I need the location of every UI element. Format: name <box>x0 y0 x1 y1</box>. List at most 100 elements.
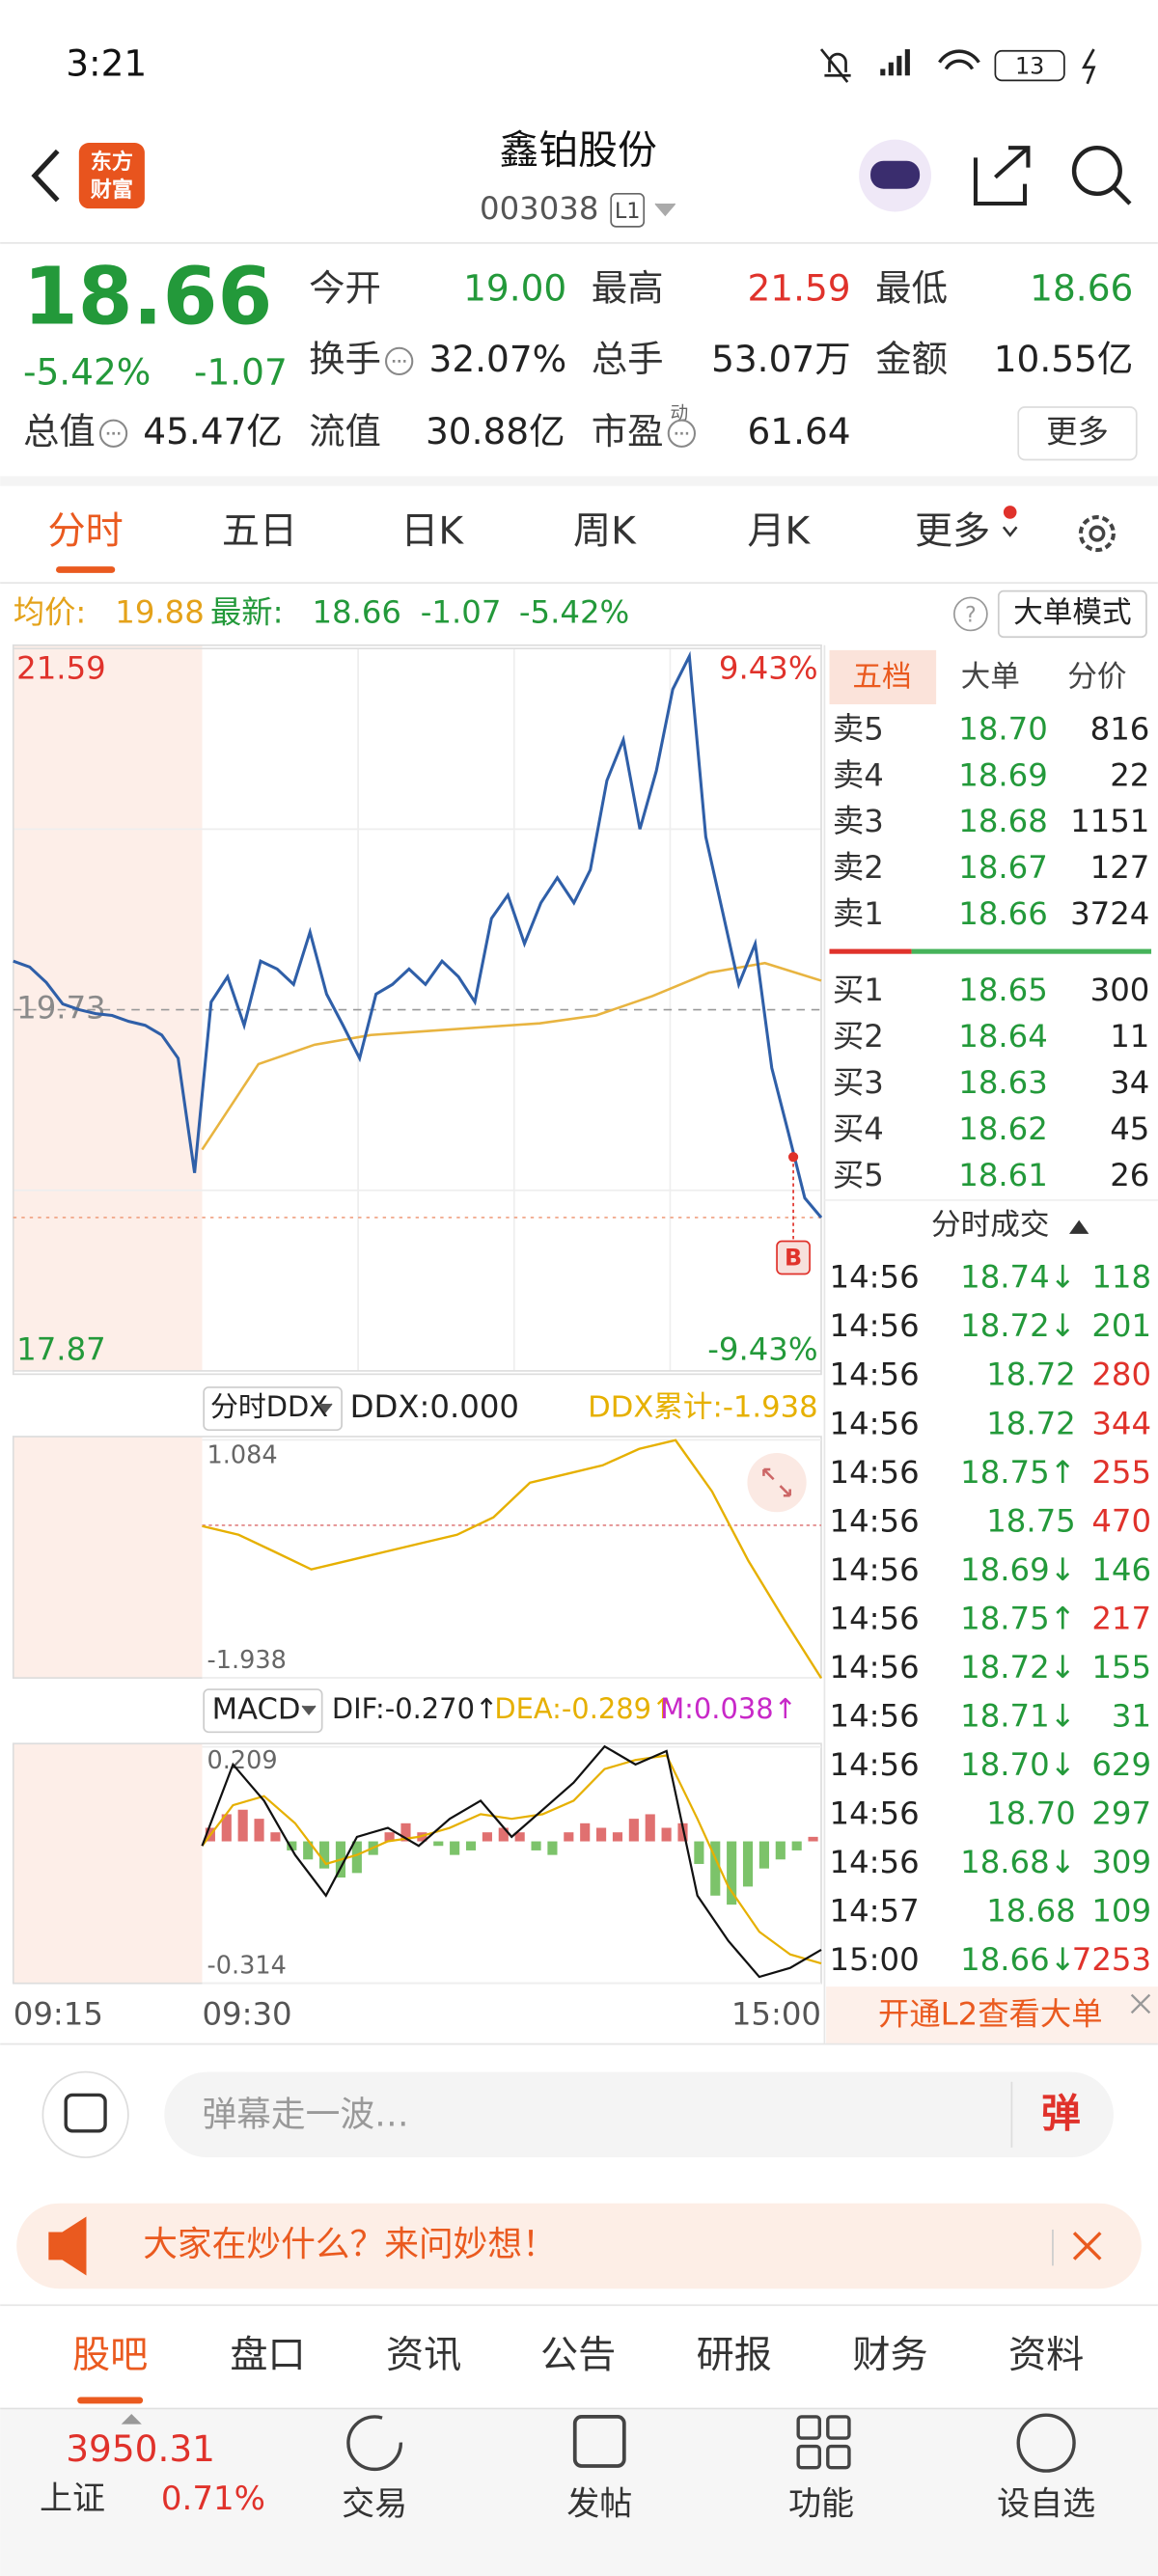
info-icon <box>667 419 696 448</box>
price-line <box>13 650 823 1219</box>
trade-price: 18.68 <box>986 1893 1076 1930</box>
section-tab[interactable]: 资讯 <box>386 2334 461 2377</box>
macd-bar <box>580 1822 591 1842</box>
macd-bar <box>498 1827 509 1842</box>
settings-button[interactable] <box>1078 515 1116 553</box>
trade-volume: 146 <box>1091 1551 1151 1588</box>
expand-button[interactable] <box>747 1453 807 1513</box>
quote-value: 19.00 <box>463 267 566 310</box>
trade-volume: 155 <box>1091 1649 1151 1685</box>
trade-price: 18.75↑ <box>960 1454 1076 1491</box>
macd-bar <box>742 1841 754 1887</box>
macd-m: M:0.038↑ <box>660 1692 797 1725</box>
trade-price: 18.72↓ <box>960 1307 1076 1344</box>
macd-dea: DEA:-0.289↑ <box>494 1692 675 1725</box>
order-label: 买1 <box>833 972 884 1008</box>
order-label: 卖1 <box>833 895 884 932</box>
order-label: 买4 <box>833 1110 884 1147</box>
signal-bar <box>888 62 894 76</box>
macd-bar <box>661 1827 672 1842</box>
book-split-green <box>911 948 1152 954</box>
order-tab[interactable]: 大单 <box>961 660 1020 694</box>
l2-bar-text[interactable]: 开通L2查看大单 <box>878 1996 1103 2033</box>
time-label: 15:00 <box>731 1996 821 2033</box>
trade-time: 14:56 <box>830 1698 920 1735</box>
nav-item[interactable]: 发帖 <box>566 2484 632 2523</box>
section-tab[interactable]: 研报 <box>697 2334 772 2377</box>
chart-tab[interactable]: 分时 <box>48 510 124 554</box>
macd-bar <box>547 1841 558 1855</box>
chart-tab[interactable]: 五日 <box>222 510 297 554</box>
trade-time: 14:56 <box>830 1551 920 1588</box>
chart-tab[interactable]: 月K <box>747 510 811 554</box>
mute-icon <box>819 48 851 83</box>
latest-label: 最新: <box>210 593 284 630</box>
section-tab[interactable]: 财务 <box>852 2334 927 2377</box>
macd-bar <box>465 1841 477 1850</box>
trade-price: 18.72 <box>986 1405 1076 1441</box>
latest-pct: -5.42% <box>519 593 629 630</box>
trade-time: 14:56 <box>830 1502 920 1539</box>
macd-bar <box>351 1841 362 1874</box>
chart-tab[interactable]: 日K <box>400 510 464 554</box>
banner-text[interactable]: 大家在炒什么？来问妙想！ <box>143 2225 557 2264</box>
section-tab[interactable]: 公告 <box>540 2334 616 2377</box>
macd-dif: DIF:-0.270↑ <box>332 1692 498 1725</box>
more-button <box>1017 406 1138 461</box>
quote-label: 市盈 <box>592 410 664 452</box>
last-price: 18.66 <box>23 252 272 343</box>
ddx-selector-text[interactable]: 分时DDX <box>210 1390 328 1423</box>
order-tab[interactable]: 五档 <box>852 660 911 694</box>
order-label: 卖2 <box>833 849 884 886</box>
search-handle <box>1112 185 1132 206</box>
help-icon <box>952 596 988 632</box>
pre-market-shade <box>13 644 203 1371</box>
nav-item[interactable]: 功能 <box>788 2484 854 2523</box>
chart-tab[interactable]: 周K <box>573 510 637 554</box>
section-tab[interactable]: 资料 <box>1008 2334 1084 2377</box>
macd-bar <box>303 1841 314 1860</box>
macd-bar <box>727 1841 737 1905</box>
time-label: 09:15 <box>14 1996 103 2033</box>
quote-value: 45.47亿 <box>143 410 283 452</box>
section-gap <box>0 476 1158 486</box>
order-price: 18.66 <box>958 895 1048 932</box>
mode-button-text[interactable]: 大单模式 <box>1013 596 1132 630</box>
nav-item[interactable]: 交易 <box>342 2484 407 2523</box>
search-button[interactable] <box>1071 145 1122 197</box>
nav-icon <box>826 2444 851 2470</box>
book-split-red <box>829 948 912 954</box>
order-volume: 1151 <box>1070 803 1149 839</box>
more-button-text[interactable]: 更多 <box>1046 413 1109 450</box>
tab-underline <box>56 566 116 573</box>
status-time: 3:21 <box>66 42 147 85</box>
comment-placeholder[interactable]: 弹幕走一波… <box>202 2096 408 2135</box>
order-price: 18.68 <box>958 803 1048 839</box>
trade-volume: 118 <box>1091 1259 1151 1296</box>
share-button <box>973 146 1031 206</box>
app-logo <box>78 143 145 209</box>
dif-line <box>201 1744 822 1979</box>
chart-tab[interactable]: 更多 <box>915 510 990 554</box>
section-tab[interactable]: 股吧 <box>72 2334 148 2377</box>
trade-marker-box <box>776 1240 811 1275</box>
trade-volume: 201 <box>1091 1307 1151 1344</box>
section-tab[interactable]: 盘口 <box>230 2334 305 2377</box>
ddx-tick-label: -1.938 <box>207 1646 287 1675</box>
nav-item[interactable]: 设自选 <box>997 2484 1095 2523</box>
macd-bar <box>564 1832 574 1842</box>
macd-tick-label: -0.314 <box>207 1952 287 1981</box>
trade-time: 14:56 <box>830 1795 920 1832</box>
macd-bar <box>694 1841 704 1864</box>
comment-settings-button[interactable] <box>41 2070 129 2158</box>
index-value[interactable]: 3950.31 <box>66 2427 215 2470</box>
trade-time: 14:56 <box>830 1844 920 1880</box>
macd-bar <box>237 1809 248 1842</box>
order-label: 卖4 <box>833 756 884 793</box>
macd-selector-text[interactable]: MACD <box>212 1693 301 1727</box>
comment-button[interactable]: 弹 <box>1041 2091 1081 2137</box>
avg-price-line <box>201 961 822 1151</box>
order-tab[interactable]: 分价 <box>1067 660 1126 694</box>
latest-value: 18.66 <box>312 593 401 630</box>
battery-body <box>994 49 1065 82</box>
